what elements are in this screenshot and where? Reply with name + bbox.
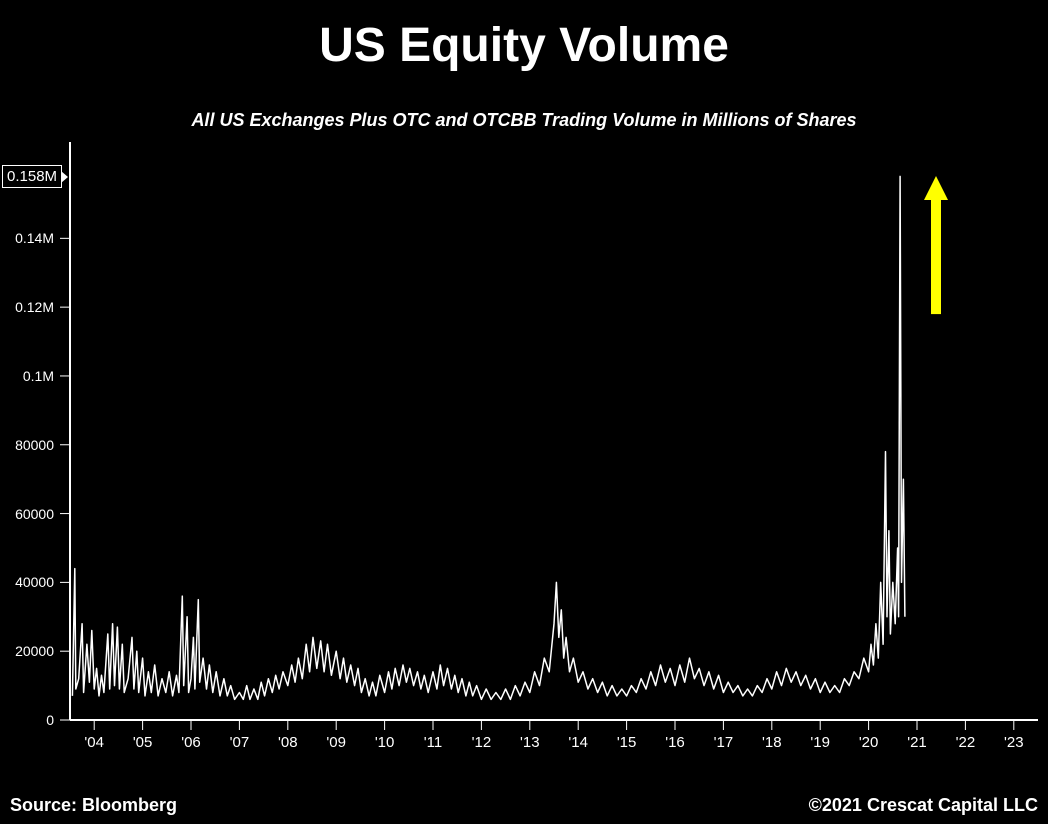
x-tick-label: '20 <box>859 734 879 751</box>
x-tick-label: '13 <box>520 734 540 751</box>
x-tick-label: '22 <box>956 734 976 751</box>
x-tick-label: '07 <box>230 734 250 751</box>
chart-title: US Equity Volume <box>0 18 1048 73</box>
current-value-badge: 0.158M <box>2 165 62 188</box>
y-tick-label: 0 <box>0 712 54 728</box>
x-tick-label: '21 <box>907 734 927 751</box>
y-tick-label: 60000 <box>0 506 54 522</box>
x-tick-label: '19 <box>810 734 830 751</box>
x-tick-label: '12 <box>472 734 492 751</box>
x-tick-label: '05 <box>133 734 153 751</box>
x-tick-label: '16 <box>665 734 685 751</box>
source-label: Source: Bloomberg <box>10 795 177 816</box>
copyright-label: ©2021 Crescat Capital LLC <box>809 795 1038 816</box>
x-tick-label: '23 <box>1004 734 1024 751</box>
chart-area: 0 20000 40000 60000 80000 0.1M 0.12M 0.14M '04 '… <box>0 142 1048 760</box>
y-tick-label: 20000 <box>0 643 54 659</box>
chart-page: US Equity Volume All US Exchanges Plus O… <box>0 0 1048 824</box>
x-tick-label: '17 <box>714 734 734 751</box>
x-tick-label: '14 <box>568 734 588 751</box>
y-tick-label: 0.1M <box>0 368 54 384</box>
x-tick-label: '15 <box>617 734 637 751</box>
chart-subtitle: All US Exchanges Plus OTC and OTCBB Trad… <box>0 110 1048 131</box>
x-tick-label: '10 <box>375 734 395 751</box>
y-tick-label: 0.12M <box>0 299 54 315</box>
x-tick-label: '09 <box>326 734 346 751</box>
x-tick-label: '11 <box>424 734 442 751</box>
x-tick-label: '06 <box>181 734 201 751</box>
x-tick-label: '04 <box>84 734 104 751</box>
chart-svg <box>0 142 1048 760</box>
x-tick-label: '08 <box>278 734 298 751</box>
y-tick-label: 40000 <box>0 574 54 590</box>
x-tick-label: '18 <box>762 734 782 751</box>
y-tick-label: 80000 <box>0 437 54 453</box>
y-tick-label: 0.14M <box>0 230 54 246</box>
